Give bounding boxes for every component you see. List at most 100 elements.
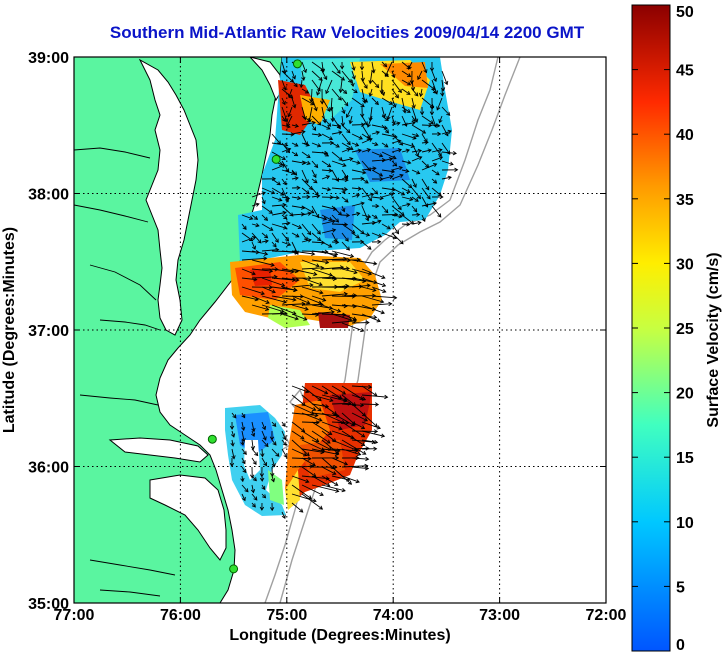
velocity-arrow [261,295,287,304]
velocity-arrow [341,213,351,218]
velocity-arrow [371,232,383,238]
velocity-arrow [341,430,366,447]
velocity-arrow [311,194,321,199]
velocity-arrow [381,97,393,105]
x-tick-label: 73:00 [479,607,520,624]
velocity-arrow [311,394,334,403]
velocity-arrow [251,493,258,501]
velocity-arrow [401,97,407,114]
velocity-arrow [231,448,236,460]
velocity-arrow [431,194,444,200]
velocity-arrow [301,394,322,412]
x-tick-label: 72:00 [586,607,627,624]
velocity-arrow [411,124,427,134]
velocity-arrow [271,448,280,457]
velocity-arrow [429,61,435,72]
velocity-arrow [271,232,279,243]
velocity-arrow [401,160,412,165]
velocity-arrow [251,214,259,220]
velocity-arrow [301,169,309,184]
velocity-arrow [401,222,411,227]
velocity-arrow [351,283,371,288]
velocity-arrow [291,195,302,201]
velocity-arrow [341,421,366,438]
velocity-arrow [281,439,287,446]
velocity-arrow [291,176,299,181]
velocity-arrow [351,133,363,140]
velocity-arrow [261,196,266,205]
velocity-arrow [361,394,389,400]
radar-stations [207,59,302,574]
velocity-arrow [331,457,349,466]
velocity-arrow [361,313,381,323]
velocity-arrow [411,88,419,97]
velocity-arrow [291,250,316,256]
velocity-arrow [251,475,257,482]
velocity-arrow [441,167,459,172]
velocity-arrow [341,147,351,153]
velocity-arrow [311,232,322,242]
velocity-arrow [401,148,411,153]
velocity-arrow [361,214,372,219]
velocity-arrow [261,421,267,431]
velocity-arrow [371,79,380,89]
velocity-arrow [311,430,331,444]
velocity-arrow [291,276,312,281]
velocity-arrow [331,266,350,271]
velocity-arrow [331,88,342,101]
velocity-arrow [351,97,365,108]
velocity-vectors [229,61,459,520]
velocity-arrow [441,150,457,156]
colorbar-tick-label: 0 [676,637,685,654]
velocity-arrow [371,142,379,147]
velocity-arrow [381,151,397,160]
velocity-arrow [261,457,267,467]
velocity-arrow [241,214,254,221]
colorbar-tick-label: 45 [676,63,694,80]
velocity-arrow [291,456,312,461]
velocity-arrow [301,223,312,236]
velocity-arrow [421,162,438,171]
velocity-arrow [291,151,299,157]
velocity-arrow [381,106,387,118]
velocity-arrow [251,457,257,466]
velocity-arrow [361,137,373,144]
velocity-arrow [281,115,286,122]
velocity-arrow [421,115,434,125]
velocity-arrow [301,403,317,411]
velocity-arrow [371,130,381,135]
velocity-arrow [321,291,349,297]
velocity-arrow [371,203,380,209]
velocity-arrow [351,239,365,245]
velocity-arrow [411,115,416,123]
velocity-arrow [321,475,339,486]
y-tick-label: 37:00 [28,323,69,340]
velocity-arrow [320,61,326,73]
velocity-arrow [321,187,332,192]
velocity-arrow [301,286,324,295]
velocity-arrow [339,61,345,70]
velocity-arrow [251,304,270,311]
colorbar-tick-label: 5 [676,579,685,596]
velocity-arrow [381,223,391,230]
velocity-arrow [281,132,295,137]
velocity-arrow [321,205,338,211]
velocity-arrow [361,295,385,304]
velocity-arrow [261,493,267,499]
station-marker [292,59,302,69]
velocity-arrow [361,178,369,184]
velocity-arrow [361,148,371,153]
velocity-arrow [421,178,430,191]
velocity-arrow [411,97,416,109]
velocity-arrow [351,446,370,451]
velocity-arrow [281,88,294,99]
velocity-arrow [291,493,317,503]
velocity-arrow [269,502,275,512]
velocity-mid [230,255,382,328]
velocity-arrow [421,123,433,128]
velocity-arrow [361,402,380,407]
velocity-arrow [230,439,235,447]
velocity-arrow [341,142,354,150]
velocity-arrow [421,201,437,207]
velocity-arrow [401,133,417,140]
